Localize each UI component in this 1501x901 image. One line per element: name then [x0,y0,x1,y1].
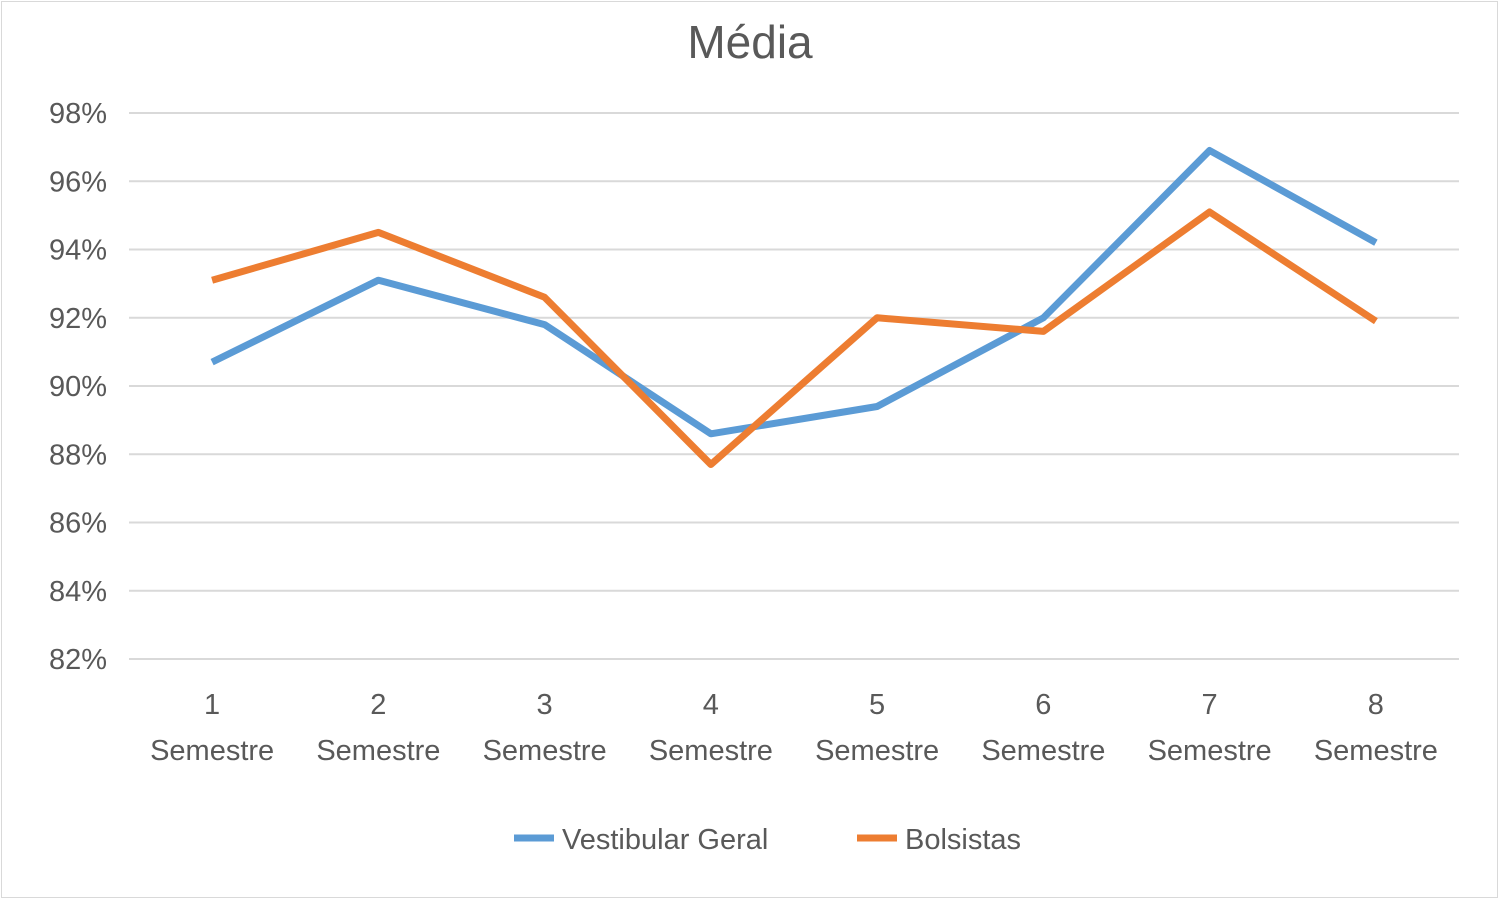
x-axis-tick-labels: 1 Semestre 2 Semestre 3 Semestre 4 Semestre 5 Sem… [150,689,1438,767]
legend-label: Vestibular Geral [562,824,768,856]
y-tick-label: 88% [49,439,107,471]
y-tick-label: 94% [49,235,107,267]
x-tick-label: 2 Semestre [316,689,440,767]
x-tick-label: 5 Semestre [815,689,939,767]
y-tick-label: 92% [49,303,107,335]
y-tick-label: 86% [49,508,107,540]
legend: Vestibular Geral Bolsistas [514,824,1021,856]
x-tick-label: 1 Semestre [150,689,274,767]
x-tick-label: 4 Semestre [649,689,773,767]
x-tick-label: 6 Semestre [981,689,1105,767]
x-tick-label: 3 Semestre [483,689,607,767]
x-tick-label: 7 Semestre [1148,689,1272,767]
series-line-bolsistas [211,208,1378,468]
series-line-vestibular-geral [210,147,1378,438]
gridlines [129,112,1459,660]
chart-title: Média [687,16,813,68]
y-tick-label: 82% [49,644,107,676]
y-tick-label: 90% [49,371,107,403]
series-lines [210,147,1378,468]
y-axis-tick-labels: 82% 84% 86% 88% 90% 92% 94% 96% 98% [49,98,107,676]
y-tick-label: 84% [49,576,107,608]
y-tick-label: 98% [49,98,107,130]
x-tick-label: 8 Semestre [1314,689,1438,767]
y-tick-label: 96% [49,166,107,198]
legend-label: Bolsistas [905,824,1021,856]
